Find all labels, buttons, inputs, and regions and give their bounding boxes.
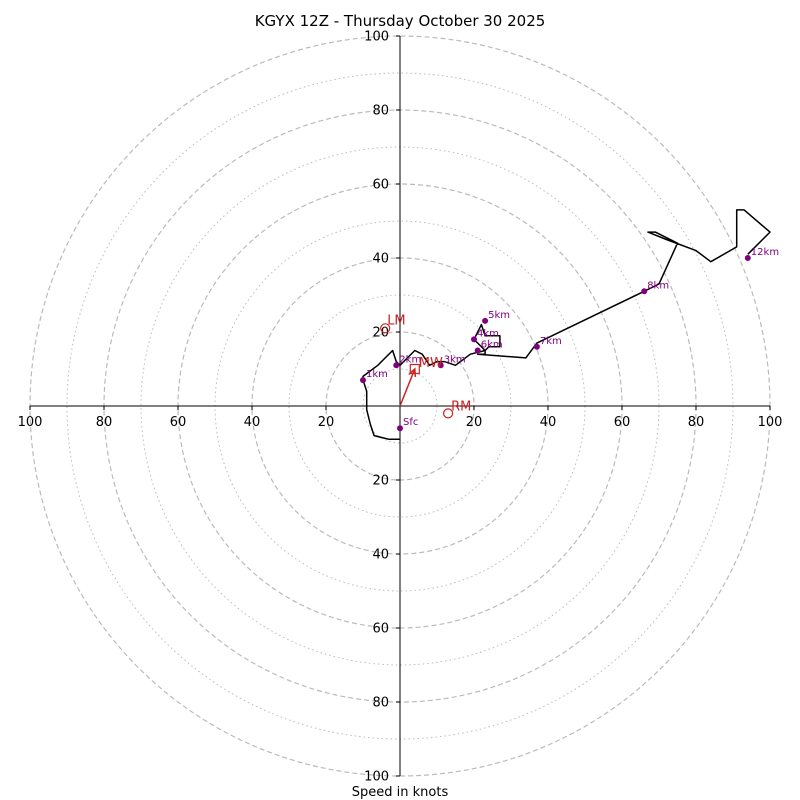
height-marker-7km bbox=[533, 343, 540, 350]
x-tick-label: 20 bbox=[318, 415, 335, 430]
height-marker-sfc bbox=[397, 425, 403, 432]
height-label-6km: 6km bbox=[481, 340, 503, 351]
wind-trace-line bbox=[362, 209, 771, 441]
y-tick-label: 20 bbox=[372, 474, 389, 489]
right-mover-marker bbox=[443, 408, 454, 419]
y-tick-label: 100 bbox=[364, 770, 389, 785]
height-marker-6km bbox=[474, 347, 481, 354]
height-marker-12km bbox=[744, 255, 751, 261]
chart-title: KGYX 12Z - Thursday October 30 2025 bbox=[255, 12, 546, 30]
x-tick-label: 60 bbox=[170, 415, 187, 430]
x-tick-label: 40 bbox=[244, 415, 261, 430]
y-tick-label: 80 bbox=[372, 104, 389, 119]
mean-wind-marker bbox=[409, 363, 420, 375]
x-tick-label: 80 bbox=[96, 415, 113, 430]
y-tick-label: 20 bbox=[372, 326, 389, 341]
height-marker-4km bbox=[471, 336, 477, 343]
height-markers: Sfc 1km 2km 3km 4km 5km 6km 7km 8km 12km bbox=[360, 247, 779, 432]
x-tick-label: 100 bbox=[18, 415, 43, 430]
height-label-8km: 8km bbox=[647, 280, 669, 291]
x-tick-label: 100 bbox=[758, 415, 783, 430]
height-label-2km: 2km bbox=[399, 354, 421, 365]
left-mover-label: LM bbox=[387, 313, 405, 328]
height-label-7km: 7km bbox=[540, 336, 562, 347]
height-marker-1km bbox=[360, 377, 366, 384]
storm-motion: MW LM RM bbox=[380, 313, 471, 419]
wind-trace bbox=[362, 209, 771, 441]
x-tick-label: 80 bbox=[688, 415, 705, 430]
height-label-1km: 1km bbox=[366, 369, 388, 380]
y-tick-label: 60 bbox=[372, 178, 389, 193]
height-marker-5km bbox=[482, 317, 489, 324]
tick-labels: 100 80 60 40 20 20 40 60 80 100 100 80 60 40 20 20 40 60 8… bbox=[18, 30, 783, 785]
mean-wind-label: MW bbox=[419, 356, 443, 371]
height-marker-8km bbox=[641, 288, 648, 295]
height-marker-3km bbox=[437, 362, 444, 369]
height-label-5km: 5km bbox=[488, 310, 510, 321]
height-label-4km: 4km bbox=[477, 328, 499, 339]
height-label-3km: 3km bbox=[444, 354, 466, 365]
height-label-12km: 12km bbox=[751, 247, 779, 258]
x-axis-label: Speed in knots bbox=[352, 785, 449, 800]
y-tick-label: 40 bbox=[372, 252, 389, 267]
y-tick-label: 40 bbox=[372, 548, 389, 563]
x-tick-label: 60 bbox=[614, 415, 631, 430]
y-tick-label: 100 bbox=[364, 30, 389, 45]
height-marker-2km bbox=[393, 362, 400, 369]
height-label-sfc: Sfc bbox=[403, 417, 418, 428]
right-mover-label: RM bbox=[451, 399, 471, 414]
y-tick-label: 80 bbox=[372, 696, 389, 711]
left-mover-marker bbox=[380, 323, 391, 334]
mean-wind-vector bbox=[399, 368, 416, 407]
x-tick-label: 40 bbox=[540, 415, 557, 430]
y-tick-label: 60 bbox=[372, 622, 389, 637]
x-tick-label: 20 bbox=[466, 415, 483, 430]
